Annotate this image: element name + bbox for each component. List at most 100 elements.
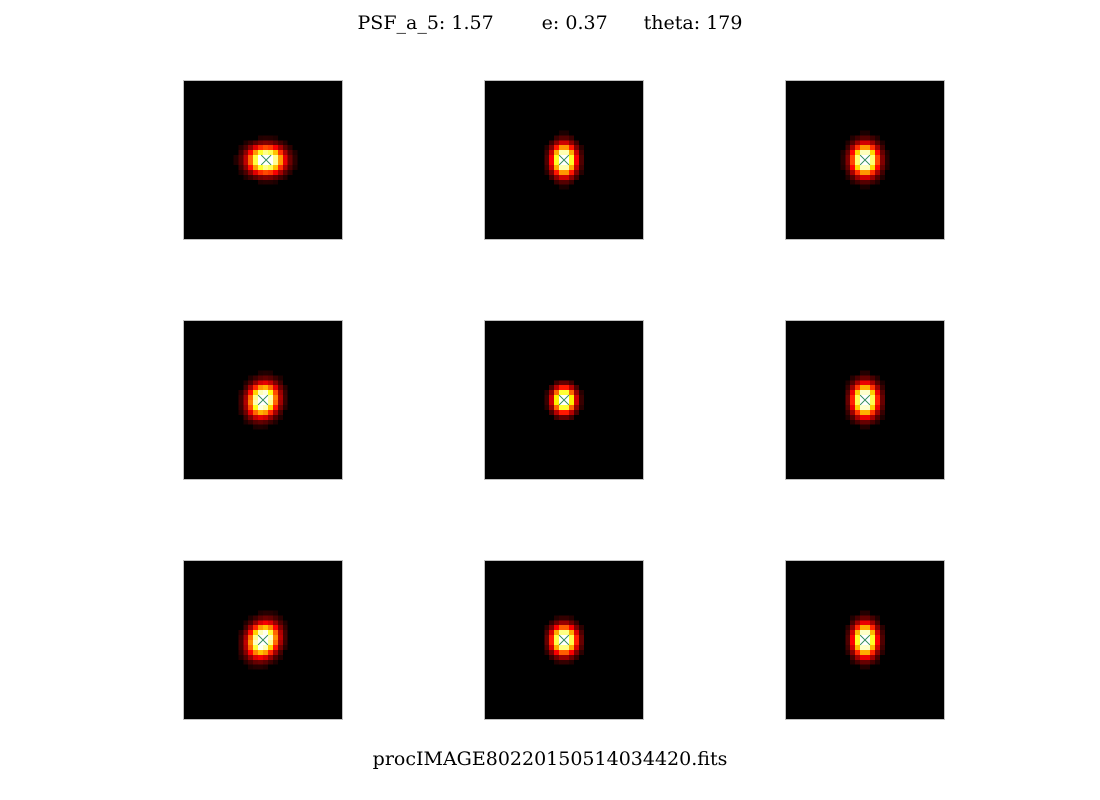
psf-pixel bbox=[277, 395, 283, 400]
psf-pixel bbox=[845, 625, 851, 631]
psf-pixel bbox=[855, 659, 861, 665]
psf-pixel bbox=[267, 419, 273, 425]
psf-pixel bbox=[267, 375, 273, 381]
psf-pixel bbox=[258, 160, 263, 165]
psf-pixel bbox=[554, 140, 560, 146]
psf-pixel bbox=[272, 155, 278, 160]
psf-pixel bbox=[248, 659, 254, 665]
psf-pixel bbox=[267, 635, 273, 640]
psf-pixel bbox=[554, 380, 560, 386]
psf-pixel bbox=[573, 404, 579, 410]
psf-pixel bbox=[850, 390, 856, 396]
psf-pixel bbox=[845, 635, 851, 640]
psf-pixel bbox=[860, 164, 865, 170]
psf-pixel bbox=[869, 654, 875, 660]
psf-pixel bbox=[568, 385, 574, 391]
psf-pixel bbox=[258, 135, 263, 141]
psf-pixel bbox=[263, 370, 268, 376]
psf-pixel bbox=[564, 409, 569, 415]
psf-pixel bbox=[568, 620, 574, 626]
psf-pixel bbox=[554, 400, 560, 405]
psf-pixel bbox=[554, 414, 560, 420]
psf-pixel bbox=[568, 140, 574, 146]
psf-pixel bbox=[248, 620, 254, 626]
psf-pixel bbox=[544, 404, 550, 410]
psf-pixel bbox=[277, 615, 283, 621]
psf-pixel bbox=[879, 395, 885, 400]
psf-pixel bbox=[258, 390, 263, 396]
psf-pixel bbox=[248, 400, 254, 405]
psf-pixel bbox=[850, 625, 856, 631]
psf-pixel bbox=[272, 625, 278, 631]
psf-pixel bbox=[884, 164, 890, 170]
psf-pixel bbox=[544, 649, 550, 655]
psf-pixel bbox=[568, 150, 574, 156]
psf-pixel bbox=[855, 174, 861, 180]
psf-pixel bbox=[568, 145, 574, 151]
psf-pixel bbox=[272, 135, 278, 141]
psf-pixel bbox=[869, 409, 875, 415]
psf-pixel bbox=[282, 145, 288, 151]
psf-pixel bbox=[860, 419, 865, 425]
psf-pixel bbox=[564, 130, 569, 136]
psf-pixels bbox=[544, 615, 584, 665]
psf-pixel bbox=[277, 160, 283, 165]
psf-pixel bbox=[554, 654, 560, 660]
psf-pixel bbox=[874, 419, 880, 425]
psf-heatmap-0-2 bbox=[840, 130, 890, 190]
psf-pixel bbox=[544, 169, 550, 175]
psf-pixel bbox=[253, 395, 259, 400]
psf-pixel bbox=[549, 390, 555, 396]
psf-pixel bbox=[277, 414, 283, 420]
psf-pixel bbox=[855, 419, 861, 425]
psf-pixel bbox=[243, 145, 249, 151]
psf-pixel bbox=[544, 640, 550, 645]
psf-pixel bbox=[578, 395, 584, 400]
psf-pixel bbox=[860, 140, 865, 146]
psf-pixel bbox=[573, 640, 579, 645]
psf-pixel bbox=[568, 164, 574, 170]
psf-pixel bbox=[865, 174, 870, 180]
psf-pixel bbox=[559, 179, 564, 185]
psf-pixel bbox=[869, 140, 875, 146]
psf-pixel bbox=[874, 150, 880, 156]
psf-pixel bbox=[559, 385, 564, 391]
psf-pixel bbox=[549, 620, 555, 626]
psf-pixel bbox=[554, 625, 560, 631]
psf-pixel bbox=[874, 385, 880, 391]
psf-pixel bbox=[879, 404, 885, 410]
psf-pixel bbox=[869, 404, 875, 410]
psf-pixel bbox=[267, 169, 273, 175]
psf-heatmap-1-2 bbox=[845, 370, 885, 430]
psf-pixel bbox=[869, 625, 875, 631]
psf-pixel bbox=[879, 150, 885, 156]
psf-pixel bbox=[845, 155, 851, 160]
psf-pixel bbox=[277, 380, 283, 386]
psf-pixel bbox=[554, 635, 560, 640]
psf-pixel bbox=[855, 385, 861, 391]
psf-pixel bbox=[568, 179, 574, 185]
psf-pixel bbox=[238, 400, 244, 405]
psf-pixel bbox=[850, 140, 856, 146]
psf-pixel bbox=[258, 155, 263, 160]
psf-pixel bbox=[554, 164, 560, 170]
psf-pixel bbox=[258, 380, 263, 386]
psf-pixel bbox=[277, 620, 283, 626]
psf-pixel bbox=[564, 620, 569, 626]
psf-pixel bbox=[282, 155, 288, 160]
psf-heatmap-0-1 bbox=[544, 130, 584, 190]
psf-stamp-0-2 bbox=[785, 80, 945, 240]
psf-pixel bbox=[238, 404, 244, 410]
psf-pixel bbox=[860, 169, 865, 175]
psf-pixel bbox=[855, 414, 861, 420]
psf-pixel bbox=[282, 404, 288, 410]
psf-pixel bbox=[559, 630, 564, 636]
psf-pixel bbox=[282, 635, 288, 640]
psf-pixel bbox=[879, 385, 885, 391]
psf-pixel bbox=[248, 635, 254, 640]
psf-pixel bbox=[267, 409, 273, 415]
psf-pixel bbox=[568, 155, 574, 160]
psf-pixel bbox=[258, 649, 263, 655]
psf-pixel bbox=[258, 615, 263, 621]
psf-pixel bbox=[855, 635, 861, 640]
